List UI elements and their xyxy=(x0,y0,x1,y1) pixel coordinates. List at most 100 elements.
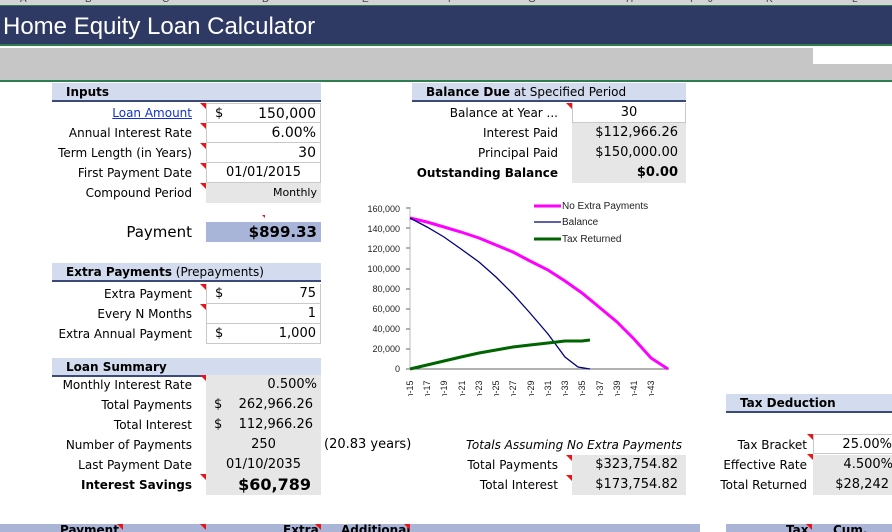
tax-bracket-input[interactable]: 25.00% xyxy=(813,434,892,454)
balance-at-year-input[interactable]: 30 xyxy=(572,103,686,123)
comment-marker[interactable] xyxy=(200,143,206,149)
column-header-j[interactable]: J xyxy=(708,0,713,5)
svg-text:Jan-35: Jan-35 xyxy=(577,380,587,396)
comment-marker[interactable] xyxy=(404,524,410,530)
comment-marker[interactable] xyxy=(315,524,321,530)
chart-legend: No Extra Payments Balance Tax Returned xyxy=(534,201,648,245)
effective-rate-value: 4.500% xyxy=(843,457,892,472)
svg-text:Jan-15: Jan-15 xyxy=(405,380,415,396)
column-header-h[interactable]: H xyxy=(626,0,633,5)
spacer-band xyxy=(0,48,892,82)
svg-text:Jan-31: Jan-31 xyxy=(543,380,553,396)
comment-marker[interactable] xyxy=(200,103,206,109)
annual-interest-rate-input[interactable]: 6.00% xyxy=(206,123,321,143)
column-header-d[interactable]: D xyxy=(262,0,269,5)
legend-balance: Balance xyxy=(562,217,599,228)
comment-marker[interactable] xyxy=(200,163,206,169)
monthly-interest-rate-label: Monthly Interest Rate xyxy=(62,378,192,392)
svg-text:Jan-17: Jan-17 xyxy=(422,380,432,396)
comment-marker[interactable] xyxy=(200,183,206,189)
series-tax-returned xyxy=(409,338,591,371)
column-header-k[interactable]: K xyxy=(766,0,773,5)
tax-values-bg xyxy=(813,455,892,495)
tax-bracket-label: Tax Bracket xyxy=(737,438,807,452)
comment-marker[interactable] xyxy=(200,375,206,381)
first-payment-date-input[interactable]: 01/01/2015 xyxy=(206,163,321,183)
no-extra-total-payments-value: $323,754.82 xyxy=(595,457,678,472)
column-header-a[interactable]: A xyxy=(20,0,27,5)
svg-text:80,000: 80,000 xyxy=(372,284,400,294)
svg-text:Jan-25: Jan-25 xyxy=(491,380,501,396)
comment-marker[interactable] xyxy=(566,103,572,109)
loan-amount-input[interactable]: $ 150,000 xyxy=(206,103,321,123)
compound-period-select[interactable]: Monthly xyxy=(206,183,321,203)
principal-paid-label: Principal Paid xyxy=(478,146,558,160)
number-of-payments-value: 250 xyxy=(251,437,276,452)
comment-marker[interactable] xyxy=(200,304,206,310)
comment-marker[interactable] xyxy=(566,455,572,461)
no-extra-total-interest-label: Total Interest xyxy=(479,478,558,492)
balance-chart[interactable]: 0 20,000 40,000 60,000 80,000 100,000 12… xyxy=(340,196,680,408)
extra-payment-label: Extra Payment xyxy=(103,287,192,301)
extra-payment-input[interactable]: $ 75 xyxy=(206,284,321,304)
svg-text:Jan-33: Jan-33 xyxy=(560,380,570,396)
column-header-l[interactable]: L xyxy=(852,0,858,5)
page-title[interactable]: Home Equity Loan Calculator xyxy=(3,13,316,40)
blank-cell[interactable] xyxy=(813,48,892,64)
balance-due-header: Balance Due at Specified Period xyxy=(412,83,686,102)
loan-summary-header: Loan Summary xyxy=(52,358,321,377)
svg-text:Jan-29: Jan-29 xyxy=(526,380,536,396)
schedule-header-tax: Tax xyxy=(786,524,809,532)
comment-marker[interactable] xyxy=(200,123,206,129)
comment-marker[interactable] xyxy=(117,524,123,530)
column-header-c[interactable]: C xyxy=(162,0,169,5)
chart-svg: 0 20,000 40,000 60,000 80,000 100,000 12… xyxy=(367,201,669,408)
loan-amount-link[interactable]: Loan Amount xyxy=(112,106,192,120)
number-of-payments-label: Number of Payments xyxy=(65,438,192,452)
no-extra-values-bg xyxy=(572,455,686,495)
column-header-f[interactable]: F xyxy=(448,0,454,5)
column-header-e[interactable]: E xyxy=(362,0,369,5)
outstanding-balance-label: Outstanding Balance xyxy=(416,166,558,180)
comment-marker[interactable] xyxy=(262,215,265,218)
schedule-header-right: Tax Cum. Tax xyxy=(726,524,892,532)
last-payment-date-value: 01/10/2035 xyxy=(226,457,301,472)
schedule-header-extra: Extra xyxy=(283,524,319,532)
total-returned-label: Total Returned xyxy=(720,478,807,492)
svg-text:0: 0 xyxy=(395,364,400,374)
number-of-payments-years: (20.83 years) xyxy=(324,437,412,452)
svg-text:Jan-23: Jan-23 xyxy=(474,380,484,396)
legend-no-extra-payments: No Extra Payments xyxy=(562,201,648,212)
column-header-b[interactable]: B xyxy=(85,0,92,5)
extra-annual-payment-label: Extra Annual Payment xyxy=(58,327,192,341)
svg-text:Jan-21: Jan-21 xyxy=(457,380,467,396)
column-header-g[interactable]: G xyxy=(528,0,536,5)
comment-marker[interactable] xyxy=(200,524,206,530)
balance-due-values-bg xyxy=(572,123,686,183)
schedule-header-payment: Payment xyxy=(60,524,119,532)
total-payments-label: Total Payments xyxy=(101,398,192,412)
every-n-months-input[interactable]: 1 xyxy=(206,304,321,324)
comment-marker[interactable] xyxy=(806,524,812,530)
principal-paid-value: $150,000.00 xyxy=(595,145,678,160)
comment-marker[interactable] xyxy=(566,475,572,481)
monthly-interest-rate-value: 0.500% xyxy=(267,377,317,392)
schedule-header-additional: Additional xyxy=(341,524,411,532)
inputs-header: Inputs xyxy=(52,83,321,102)
svg-text:60,000: 60,000 xyxy=(372,304,400,314)
comment-marker[interactable] xyxy=(807,434,813,440)
effective-rate-label: Effective Rate xyxy=(723,458,807,472)
compound-period-label: Compound Period xyxy=(85,186,192,200)
extra-annual-payment-input[interactable]: $ 1,000 xyxy=(206,324,321,344)
schedule-header-left: Payment Extra Additional xyxy=(0,524,700,532)
column-header-i[interactable]: I xyxy=(690,0,693,5)
term-length-input[interactable]: 30 xyxy=(206,143,321,163)
svg-text:Jan-39: Jan-39 xyxy=(612,380,622,396)
comment-marker[interactable] xyxy=(200,474,206,480)
comment-marker[interactable] xyxy=(200,284,206,290)
svg-text:Jan-19: Jan-19 xyxy=(439,380,449,396)
loan-amount-label[interactable]: Loan Amount xyxy=(0,103,192,123)
no-extra-total-payments-label: Total Payments xyxy=(467,458,558,472)
svg-text:140,000: 140,000 xyxy=(367,224,400,234)
comment-marker[interactable] xyxy=(807,454,813,460)
